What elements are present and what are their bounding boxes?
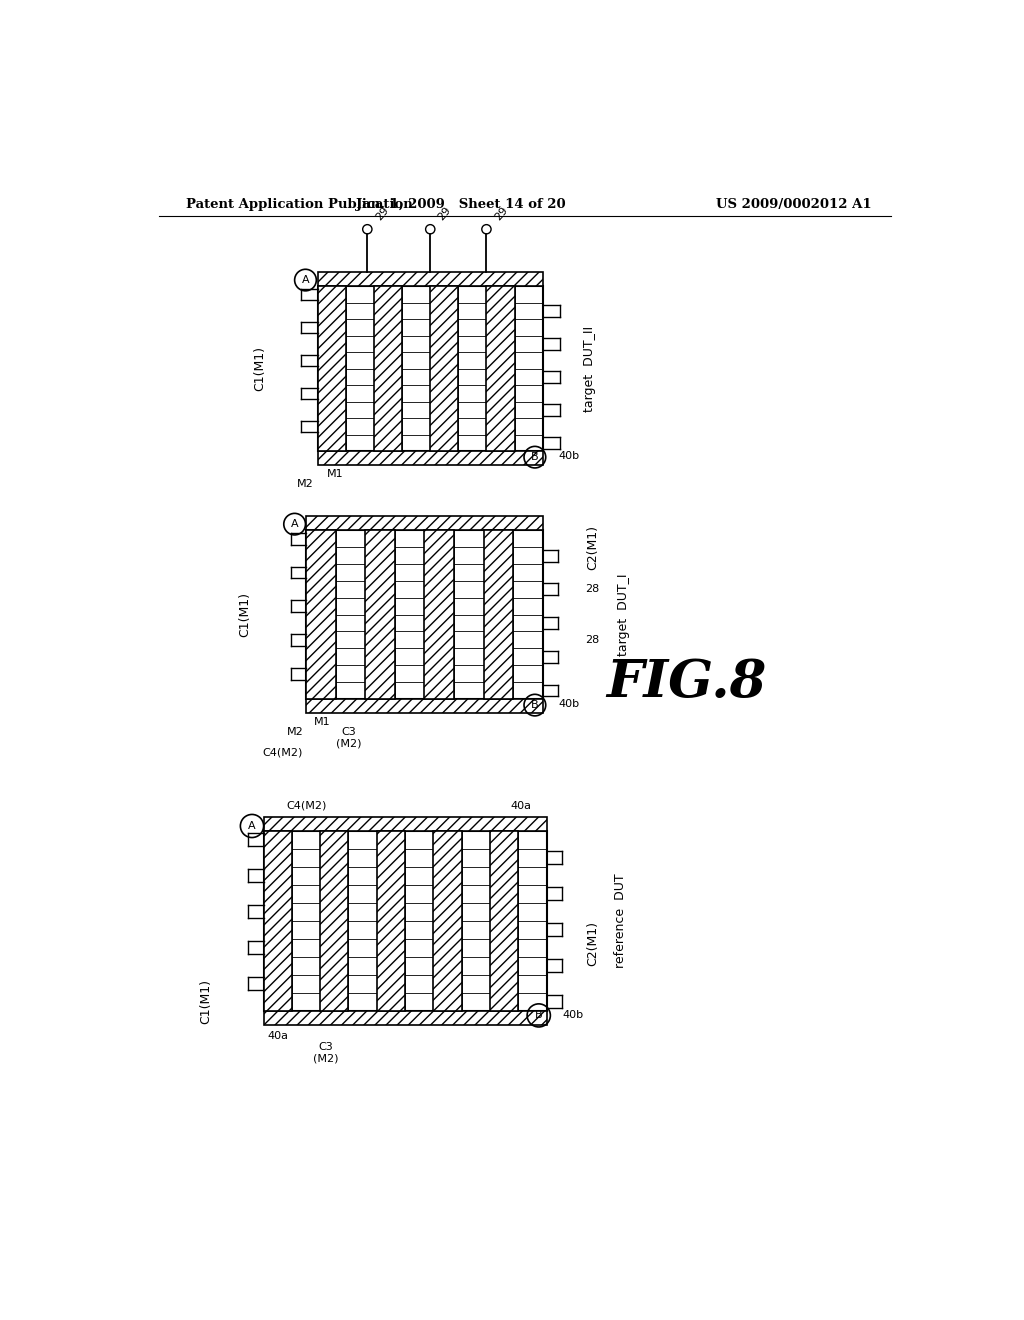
Bar bbox=[317, 286, 346, 451]
Text: C3
(M2): C3 (M2) bbox=[336, 726, 361, 748]
Text: 28: 28 bbox=[586, 635, 599, 645]
Text: C4(M2): C4(M2) bbox=[263, 747, 303, 758]
Text: M1: M1 bbox=[314, 717, 331, 726]
Text: Patent Application Publication: Patent Application Publication bbox=[186, 198, 413, 211]
Bar bbox=[430, 286, 459, 451]
Text: 29: 29 bbox=[493, 205, 510, 222]
Text: 40b: 40b bbox=[558, 698, 580, 709]
Text: B: B bbox=[531, 700, 539, 710]
Text: B: B bbox=[535, 1010, 543, 1020]
Text: B: B bbox=[531, 453, 539, 462]
Text: M1: M1 bbox=[328, 469, 344, 479]
Text: 29: 29 bbox=[436, 205, 454, 222]
Text: target  DUT_II: target DUT_II bbox=[583, 326, 596, 412]
Bar bbox=[317, 272, 543, 286]
Bar bbox=[483, 531, 513, 700]
Text: A: A bbox=[302, 275, 309, 285]
Text: C1(M1): C1(M1) bbox=[199, 979, 212, 1024]
Bar bbox=[317, 286, 543, 451]
Bar bbox=[377, 830, 406, 1011]
Bar bbox=[374, 286, 402, 451]
Text: US 2009/0002012 A1: US 2009/0002012 A1 bbox=[717, 198, 872, 211]
Text: FIG.8: FIG.8 bbox=[606, 656, 766, 708]
Text: C2(M1): C2(M1) bbox=[587, 921, 599, 966]
Text: C2(M1): C2(M1) bbox=[587, 525, 599, 570]
Bar bbox=[306, 700, 543, 713]
Bar bbox=[366, 531, 395, 700]
Text: 40a: 40a bbox=[510, 801, 531, 810]
Bar bbox=[263, 830, 292, 1011]
Text: A: A bbox=[291, 519, 298, 529]
Text: 40b: 40b bbox=[558, 450, 580, 461]
Bar bbox=[306, 531, 543, 700]
Bar bbox=[424, 531, 454, 700]
Bar bbox=[306, 516, 543, 531]
Text: M2: M2 bbox=[287, 726, 304, 737]
Text: C3
(M2): C3 (M2) bbox=[313, 1041, 338, 1063]
Text: A: A bbox=[248, 821, 256, 832]
Text: Jan. 1, 2009   Sheet 14 of 20: Jan. 1, 2009 Sheet 14 of 20 bbox=[356, 198, 566, 211]
Bar bbox=[433, 830, 462, 1011]
Bar bbox=[306, 531, 336, 700]
Text: M2: M2 bbox=[297, 479, 314, 488]
Text: C1(M1): C1(M1) bbox=[253, 346, 266, 391]
Bar bbox=[489, 830, 518, 1011]
Bar bbox=[263, 817, 547, 830]
Text: reference  DUT: reference DUT bbox=[613, 874, 627, 968]
Bar bbox=[263, 830, 547, 1011]
Text: C1(M1): C1(M1) bbox=[238, 593, 251, 638]
Bar bbox=[317, 451, 543, 465]
Text: 40a: 40a bbox=[267, 1031, 289, 1040]
Text: 29: 29 bbox=[374, 205, 390, 222]
Bar bbox=[321, 830, 348, 1011]
Text: 28: 28 bbox=[586, 585, 599, 594]
Text: 40b: 40b bbox=[562, 1010, 583, 1020]
Text: target  DUT_I: target DUT_I bbox=[617, 573, 631, 656]
Bar bbox=[486, 286, 514, 451]
Bar bbox=[263, 1011, 547, 1024]
Text: C4(M2): C4(M2) bbox=[286, 801, 327, 810]
